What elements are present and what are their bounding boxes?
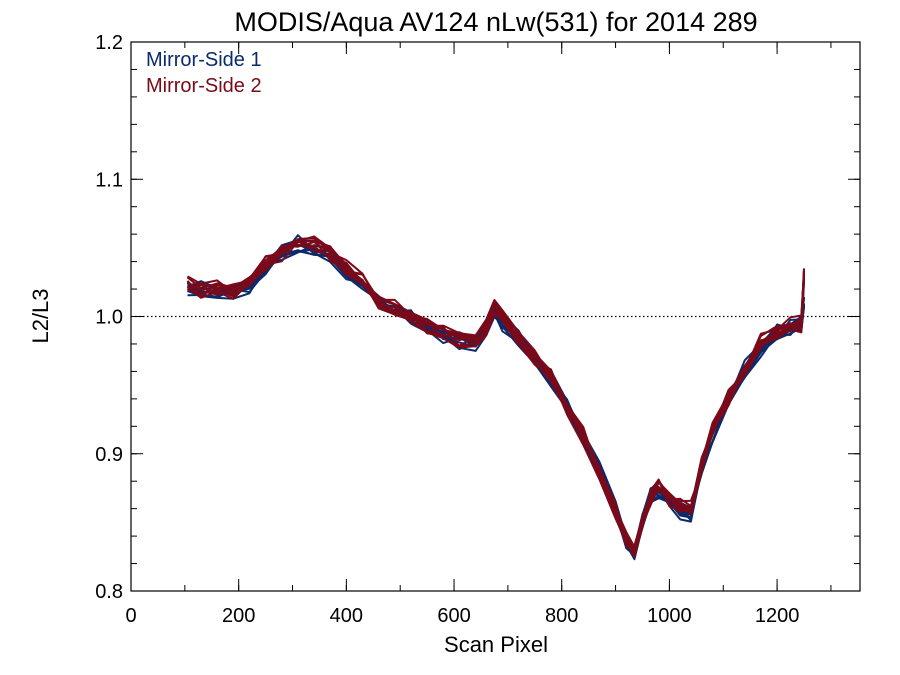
series-line-2 [187, 235, 805, 548]
series-line-2 [187, 239, 805, 558]
series-line-1 [187, 239, 805, 552]
y-tick-label: 0.8 [95, 581, 123, 603]
x-axis-label: Scan Pixel [444, 632, 548, 657]
x-tick-label: 600 [437, 605, 470, 627]
y-tick-label: 1.1 [95, 169, 123, 191]
y-axis-label: L2/L3 [28, 288, 53, 343]
series-line-2 [187, 236, 805, 547]
series-line-1 [187, 244, 805, 561]
series-line-1 [187, 243, 805, 553]
series-line-1 [187, 249, 805, 550]
chart-title: MODIS/Aqua AV124 nLw(531) for 2014 289 [234, 7, 757, 37]
x-tick-label: 400 [330, 605, 363, 627]
x-tick-label: 800 [545, 605, 578, 627]
legend-entry-1: Mirror-Side 1 [146, 49, 262, 71]
series-line-2 [186, 238, 805, 548]
legend: Mirror-Side 1 Mirror-Side 2 [146, 49, 262, 97]
x-tick-label: 0 [125, 605, 136, 627]
series-line-1 [187, 248, 805, 557]
axis-ticks: 0 200 400 600 800 1000 1200 0.8 0.9 1.0 1.1 1.2 [95, 32, 860, 627]
series-line-1 [186, 239, 805, 557]
y-tick-label: 0.9 [95, 444, 123, 466]
series-line-2 [186, 240, 805, 551]
y-tick-label: 1.0 [95, 307, 123, 329]
x-tick-label: 1000 [647, 605, 692, 627]
series-line-2 [187, 239, 805, 557]
x-tick-label: 1200 [755, 605, 800, 627]
y-tick-label: 1.2 [95, 32, 123, 54]
series-line-1 [187, 250, 805, 559]
legend-entry-2: Mirror-Side 2 [146, 75, 262, 97]
x-tick-label: 200 [222, 605, 255, 627]
series-line-2 [187, 243, 805, 552]
series-layer [186, 234, 805, 561]
series-line-1 [186, 240, 805, 554]
series-line-2 [187, 241, 805, 549]
series-line-1 [187, 239, 805, 549]
series-line-1 [187, 234, 805, 549]
series-line-2 [186, 240, 805, 552]
series-line-2 [186, 239, 805, 558]
